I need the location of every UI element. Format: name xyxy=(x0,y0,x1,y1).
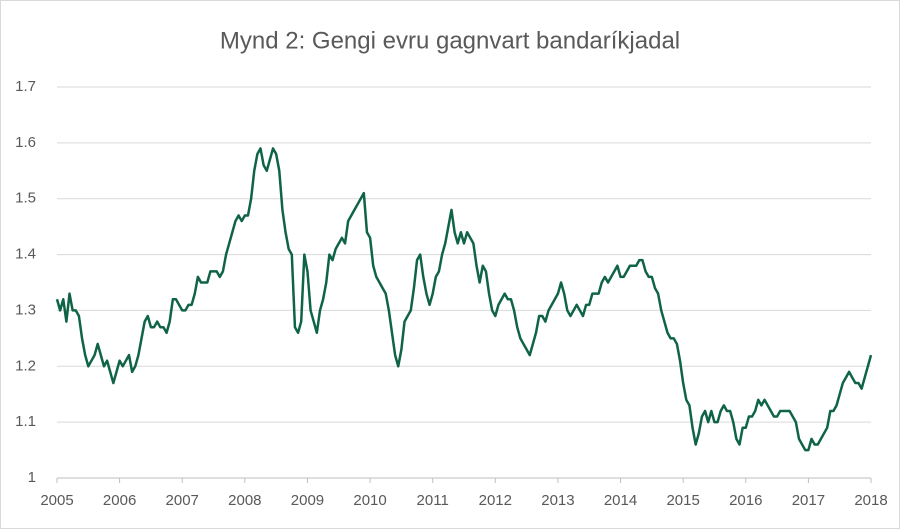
x-tick-label: 2012 xyxy=(479,492,512,509)
x-tick-label: 2005 xyxy=(40,492,73,509)
line xyxy=(55,147,873,452)
x-tick-label: 2007 xyxy=(166,492,199,509)
x-tick-label: 2015 xyxy=(666,492,699,509)
y-tick-label: 1.3 xyxy=(15,301,36,318)
y-tick-label: 1.5 xyxy=(15,190,36,207)
x-tick-label: 2009 xyxy=(291,492,324,509)
x-tick-label: 2013 xyxy=(541,492,574,509)
x-tick-label: 2017 xyxy=(792,492,825,509)
x-tick-label: 2014 xyxy=(604,492,637,509)
x-tick-label: 2018 xyxy=(854,492,887,509)
y-tick-label: 1.6 xyxy=(15,134,36,151)
x-tick-label: 2016 xyxy=(729,492,762,509)
x-tick-label: 2010 xyxy=(353,492,386,509)
y-tick-label: 1 xyxy=(28,469,36,486)
y-tick-label: 1.4 xyxy=(15,246,36,263)
y-tick-label: 1.1 xyxy=(15,413,36,430)
x-tick-label: 2006 xyxy=(103,492,136,509)
y-tick-label: 1.2 xyxy=(15,357,36,374)
chart-title: Mynd 2: Gengi evru gagnvart bandaríkjada… xyxy=(220,27,680,54)
y-tick-label: 1.7 xyxy=(15,78,36,95)
x-tick-label: 2008 xyxy=(228,492,261,509)
x-tick-label: 2011 xyxy=(417,492,449,509)
